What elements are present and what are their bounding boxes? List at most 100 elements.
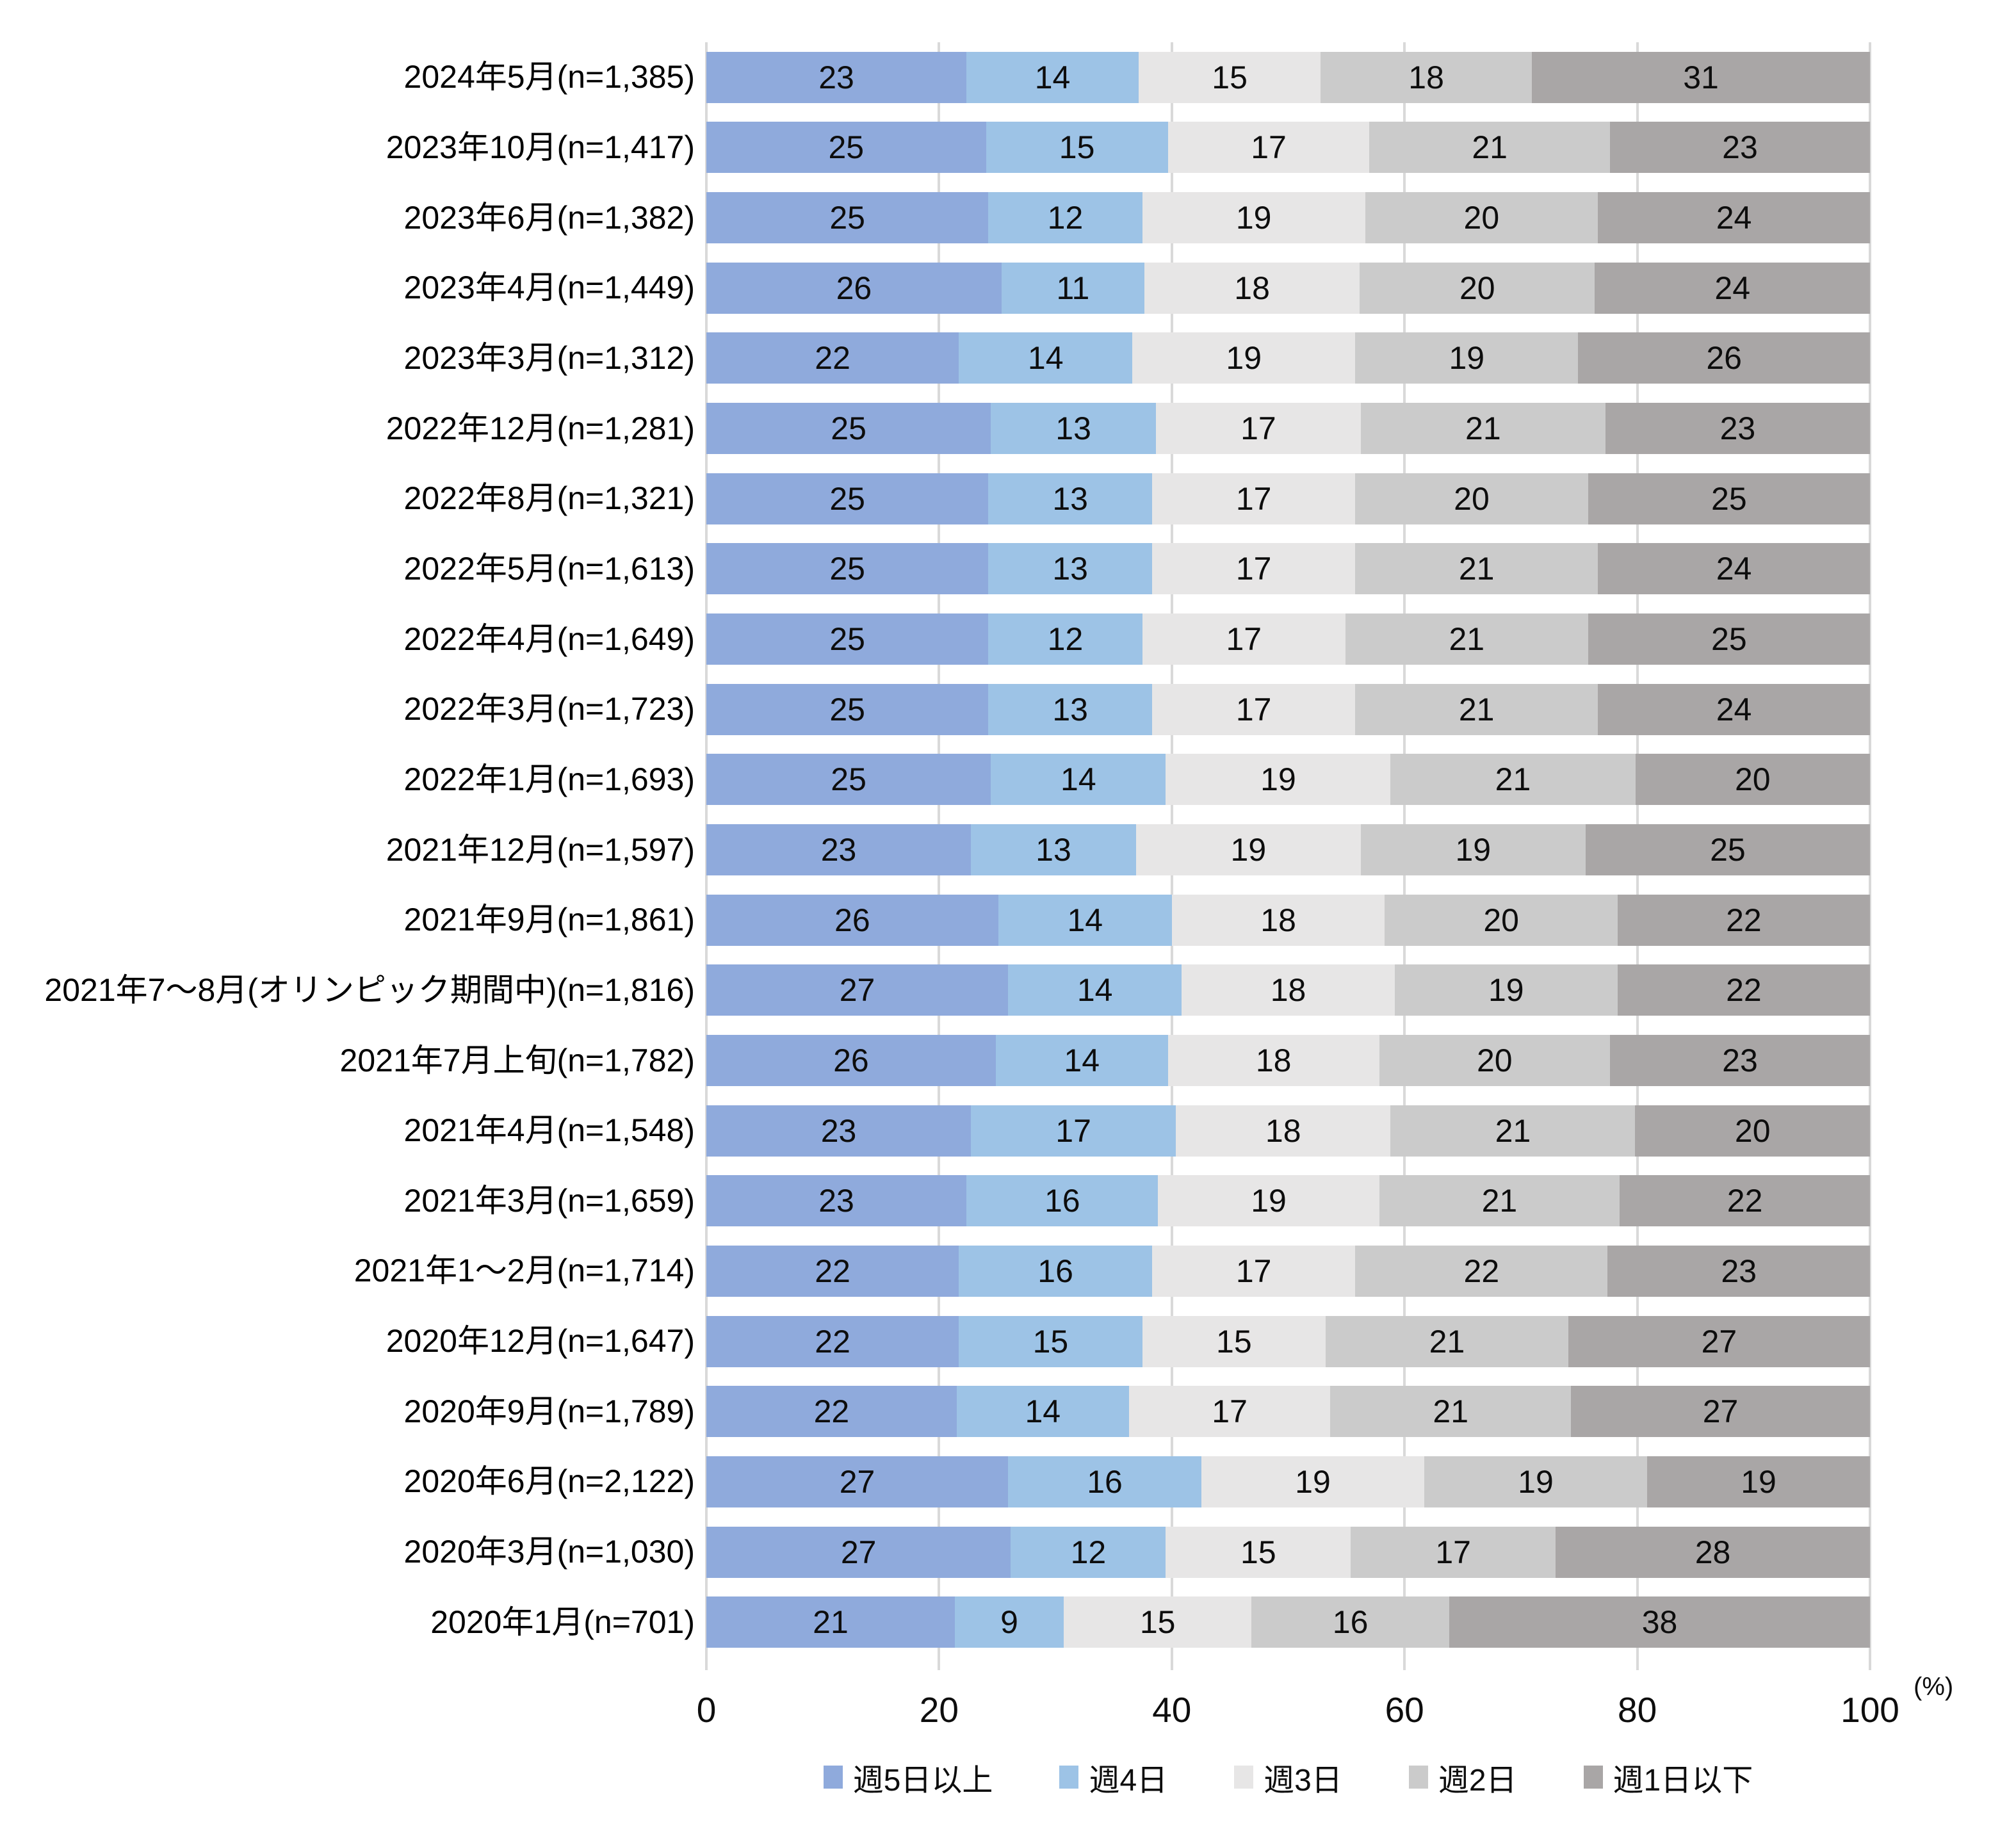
- bar-segment-週3日: 18: [1144, 262, 1360, 314]
- segment-value-label: 9: [1000, 1604, 1018, 1641]
- bar-segment-週5日以上: 26: [706, 894, 998, 946]
- bar-segment-週1日以下: 28: [1556, 1526, 1870, 1578]
- segment-value-label: 22: [815, 1253, 850, 1289]
- segment-value-label: 24: [1716, 551, 1752, 587]
- bar-segment-週1日以下: 38: [1449, 1596, 1870, 1648]
- chart-row: 2021年7月上旬(n=1,782) 26 14 18 20 23: [0, 1025, 1870, 1096]
- chart-row: 2021年1〜2月(n=1,714) 22 16 17 22 23: [0, 1236, 1870, 1306]
- legend-swatch-icon: [823, 1766, 843, 1789]
- segment-value-label: 12: [1047, 200, 1084, 236]
- category-label: 2022年8月(n=1,321): [403, 480, 695, 517]
- bar-segment-週2日: 21: [1390, 1105, 1636, 1157]
- segment-value-label: 25: [829, 200, 865, 236]
- segment-value-label: 22: [1726, 902, 1762, 938]
- segment-value-label: 14: [1025, 1393, 1061, 1430]
- bar-segment-週1日以下: 25: [1588, 473, 1870, 524]
- category-label: 2023年4月(n=1,449): [403, 270, 695, 306]
- bar-segment-週3日: 19: [1158, 1175, 1379, 1227]
- bar-segment-週1日以下: 23: [1607, 1245, 1870, 1297]
- segment-value-label: 25: [829, 551, 865, 587]
- bar-segment-週4日: 9: [954, 1596, 1064, 1648]
- segment-value-label: 18: [1270, 972, 1306, 1009]
- bar-segment-週2日: 22: [1355, 1245, 1608, 1297]
- segment-value-label: 18: [1234, 270, 1270, 306]
- bar-segment-週4日: 16: [959, 1245, 1153, 1297]
- segment-value-label: 20: [1463, 200, 1500, 236]
- chart-row: 2021年9月(n=1,861) 26 14 18 20 22: [0, 885, 1870, 955]
- segment-value-label: 13: [1036, 832, 1071, 868]
- bar-segment-週3日: 17: [1152, 1245, 1356, 1297]
- bar-segment-週5日以上: 27: [706, 964, 1009, 1016]
- segment-value-label: 27: [840, 1534, 877, 1570]
- bar-segment-週4日: 14: [959, 332, 1133, 384]
- segment-value-label: 22: [1726, 972, 1762, 1009]
- segment-value-label: 31: [1683, 59, 1719, 95]
- bar-segment-週5日以上: 25: [706, 543, 989, 595]
- legend-swatch-icon: [1234, 1766, 1254, 1789]
- segment-value-label: 14: [1077, 972, 1113, 1009]
- bar-segment-週5日以上: 25: [706, 403, 991, 455]
- segment-value-label: 20: [1454, 480, 1490, 517]
- axis-tickmark: [1170, 1657, 1173, 1670]
- segment-value-label: 25: [831, 761, 866, 798]
- stacked-bar: 25 15 17 21 23: [706, 122, 1870, 174]
- segment-value-label: 17: [1226, 621, 1262, 658]
- category-label: 2023年6月(n=1,382): [403, 199, 695, 236]
- bar-segment-週5日以上: 25: [706, 754, 991, 806]
- bar-segment-週4日: 12: [988, 613, 1142, 665]
- bar-segment-週1日以下: 20: [1635, 1105, 1870, 1157]
- legend-swatch-icon: [1583, 1766, 1603, 1789]
- category-label: 2021年4月(n=1,548): [403, 1112, 695, 1149]
- segment-value-label: 24: [1714, 270, 1751, 306]
- stacked-bar: 23 17 18 21 20: [706, 1105, 1870, 1157]
- x-axis-tick-labels: 0 20 40 60 80 100: [697, 1689, 1899, 1734]
- segment-value-label: 13: [1055, 410, 1091, 447]
- category-label: 2021年7月上旬(n=1,782): [339, 1042, 695, 1078]
- segment-value-label: 27: [1701, 1323, 1737, 1360]
- segment-value-label: 19: [1226, 340, 1262, 377]
- segment-value-label: 19: [1518, 1463, 1554, 1500]
- segment-value-label: 21: [813, 1604, 849, 1641]
- category-label: 2022年3月(n=1,723): [403, 691, 695, 727]
- chart-row: 2021年4月(n=1,548) 23 17 18 21 20: [0, 1096, 1870, 1166]
- bar-segment-週3日: 19: [1132, 332, 1356, 384]
- bar-segment-週4日: 14: [956, 1386, 1129, 1438]
- bar-segment-週5日以上: 26: [706, 1035, 996, 1087]
- segment-value-label: 25: [829, 691, 865, 727]
- bar-segment-週2日: 21: [1326, 1315, 1568, 1367]
- segment-value-label: 28: [1695, 1534, 1731, 1570]
- bar-segment-週5日以上: 23: [706, 1105, 971, 1157]
- category-label: 2023年3月(n=1,312): [403, 339, 695, 376]
- segment-value-label: 22: [1727, 1183, 1763, 1219]
- bar-segment-週4日: 14: [1008, 964, 1182, 1016]
- segment-value-label: 17: [1235, 1253, 1272, 1289]
- segment-value-label: 23: [1721, 1253, 1757, 1289]
- bar-segment-週5日以上: 21: [706, 1596, 955, 1648]
- axis-tickmark: [1636, 1657, 1639, 1670]
- bar-segment-週4日: 16: [1008, 1456, 1201, 1507]
- chart-row: 2022年8月(n=1,321) 25 13 17 20 25: [0, 464, 1870, 534]
- chart-row: 2021年7〜8月(オリンピック期間中)(n=1,816) 27 14 18 19 22: [0, 955, 1870, 1026]
- bar-segment-週2日: 20: [1365, 192, 1598, 244]
- bar-segment-週2日: 20: [1379, 1035, 1610, 1087]
- segment-value-label: 18: [1265, 1112, 1301, 1149]
- segment-value-label: 15: [1240, 1534, 1276, 1570]
- axis-tickmark: [938, 1657, 941, 1670]
- segment-value-label: 12: [1070, 1534, 1107, 1570]
- segment-value-label: 16: [1332, 1604, 1369, 1641]
- bar-segment-週4日: 13: [971, 824, 1136, 876]
- segment-value-label: 15: [1212, 59, 1248, 95]
- legend-item-週5日以上: 週5日以上: [823, 1755, 993, 1799]
- segment-value-label: 14: [1061, 761, 1096, 798]
- x-axis-tick-label: 20: [919, 1690, 959, 1730]
- stacked-bar: 26 14 18 20 22: [706, 894, 1870, 946]
- legend-label: 週3日: [1264, 1764, 1342, 1798]
- bar-segment-週1日以下: 23: [1609, 122, 1870, 174]
- bar-segment-週3日: 15: [1139, 51, 1321, 103]
- bar-segment-週2日: 21: [1345, 613, 1588, 665]
- segment-value-label: 17: [1212, 1393, 1248, 1430]
- category-label: 2020年12月(n=1,647): [386, 1323, 695, 1360]
- bar-segment-週5日以上: 26: [706, 262, 1002, 314]
- segment-value-label: 17: [1251, 129, 1287, 166]
- segment-value-label: 27: [1702, 1393, 1739, 1430]
